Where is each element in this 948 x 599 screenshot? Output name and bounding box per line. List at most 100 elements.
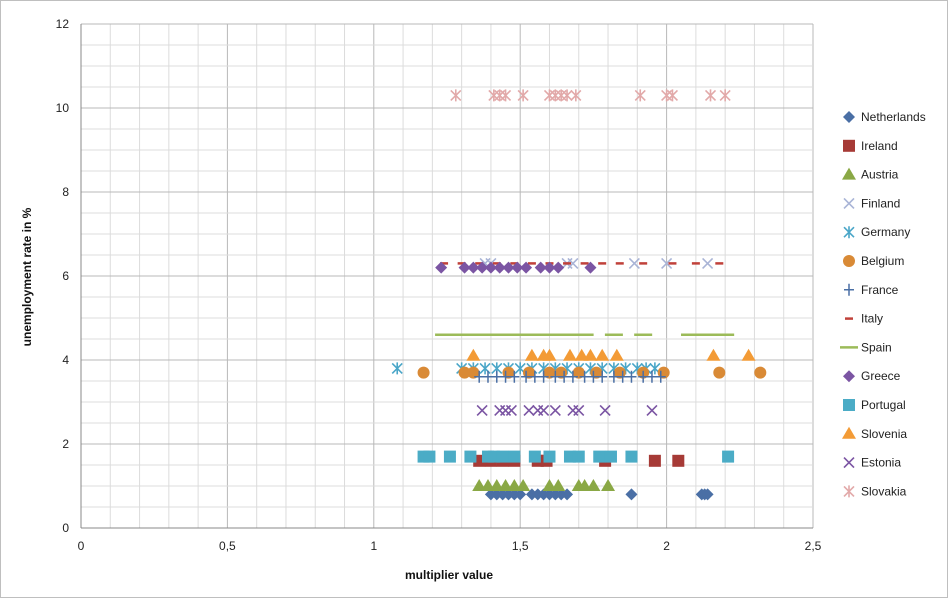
data-point	[701, 488, 714, 501]
data-point	[494, 89, 506, 102]
x-tick-label: 2	[663, 539, 670, 553]
legend-label: Greece	[861, 369, 901, 383]
data-point	[648, 454, 661, 467]
x-tick-label: 2,5	[805, 539, 822, 553]
y-tick-label: 2	[62, 437, 69, 451]
data-point	[567, 370, 578, 383]
y-tick-label: 6	[62, 269, 69, 283]
data-point	[458, 261, 471, 274]
data-point	[719, 89, 731, 102]
legend-label: Ireland	[861, 139, 898, 153]
data-point	[423, 450, 436, 463]
data-point	[505, 404, 517, 416]
legend-item: Finland	[843, 196, 900, 210]
legend-marker	[843, 370, 855, 383]
data-point	[604, 450, 617, 463]
y-tick-label: 8	[62, 185, 69, 199]
legend-label: Austria	[861, 168, 899, 182]
data-point	[466, 348, 481, 361]
y-tick-label: 4	[62, 353, 69, 367]
data-point	[543, 89, 556, 102]
legend-item: Slovenia	[842, 426, 907, 441]
legend-label: Belgium	[861, 254, 904, 268]
data-points	[391, 89, 767, 501]
data-point	[601, 479, 616, 491]
legend-item: Spain	[840, 340, 892, 354]
data-point	[626, 370, 637, 383]
data-point	[661, 257, 673, 269]
data-point	[550, 370, 561, 383]
data-point	[741, 348, 756, 361]
legend-item: Portugal	[843, 398, 906, 412]
data-point	[482, 370, 493, 383]
data-point	[608, 370, 619, 383]
data-point	[625, 488, 638, 501]
legend-label: Finland	[861, 196, 900, 210]
data-point	[577, 479, 592, 491]
data-point	[499, 89, 512, 102]
legend-label: Netherlands	[861, 110, 926, 124]
data-point	[472, 479, 487, 491]
data-point	[646, 370, 657, 383]
data-point	[443, 450, 456, 463]
legend-label: Spain	[861, 340, 892, 354]
legend-item: Germany	[843, 225, 910, 239]
legend-item: Italy	[845, 312, 883, 326]
data-point	[561, 89, 573, 102]
x-axis-label: multiplier value	[405, 568, 493, 582]
data-point	[514, 488, 527, 501]
data-point	[480, 479, 495, 491]
series-austria	[472, 479, 616, 491]
data-point	[570, 89, 582, 102]
data-point	[555, 89, 567, 102]
data-point	[597, 370, 608, 383]
data-point	[549, 404, 561, 416]
series-greece	[435, 261, 597, 274]
data-point	[562, 348, 577, 361]
data-point	[572, 450, 585, 463]
data-point	[542, 479, 557, 491]
legend-item: Netherlands	[843, 110, 926, 124]
x-tick-label: 0	[78, 539, 85, 553]
data-point	[467, 366, 480, 379]
data-point	[543, 450, 556, 463]
data-point	[543, 366, 556, 379]
legend-label: Estonia	[861, 456, 901, 470]
data-point	[493, 261, 506, 274]
data-point	[595, 348, 610, 361]
data-point	[722, 450, 735, 463]
series-portugal	[417, 450, 735, 463]
data-point	[450, 89, 462, 102]
data-point	[655, 370, 666, 383]
data-point	[551, 479, 566, 491]
data-point	[567, 257, 579, 269]
data-point	[511, 261, 524, 274]
legend-marker	[843, 399, 855, 411]
y-tick-label: 0	[62, 521, 69, 535]
data-point	[754, 366, 767, 379]
data-point	[491, 370, 502, 383]
data-point	[572, 366, 585, 379]
data-point	[599, 404, 611, 416]
data-point	[549, 89, 561, 102]
legend-marker	[843, 197, 855, 209]
legend-item: Austria	[842, 167, 899, 182]
data-point	[661, 89, 673, 102]
data-point	[516, 479, 531, 491]
data-point	[574, 348, 589, 361]
legend-item: Slovakia	[843, 484, 907, 498]
data-point	[543, 261, 556, 274]
data-point	[588, 370, 599, 383]
data-point	[498, 479, 513, 491]
data-point	[500, 370, 511, 383]
legend-marker	[844, 283, 854, 296]
legend-marker	[843, 226, 855, 239]
x-tick-label: 1,5	[512, 539, 529, 553]
data-point	[559, 370, 570, 383]
data-point	[494, 404, 506, 416]
legend-marker	[843, 111, 855, 123]
data-point	[529, 370, 540, 383]
legend-label: Italy	[861, 312, 883, 326]
